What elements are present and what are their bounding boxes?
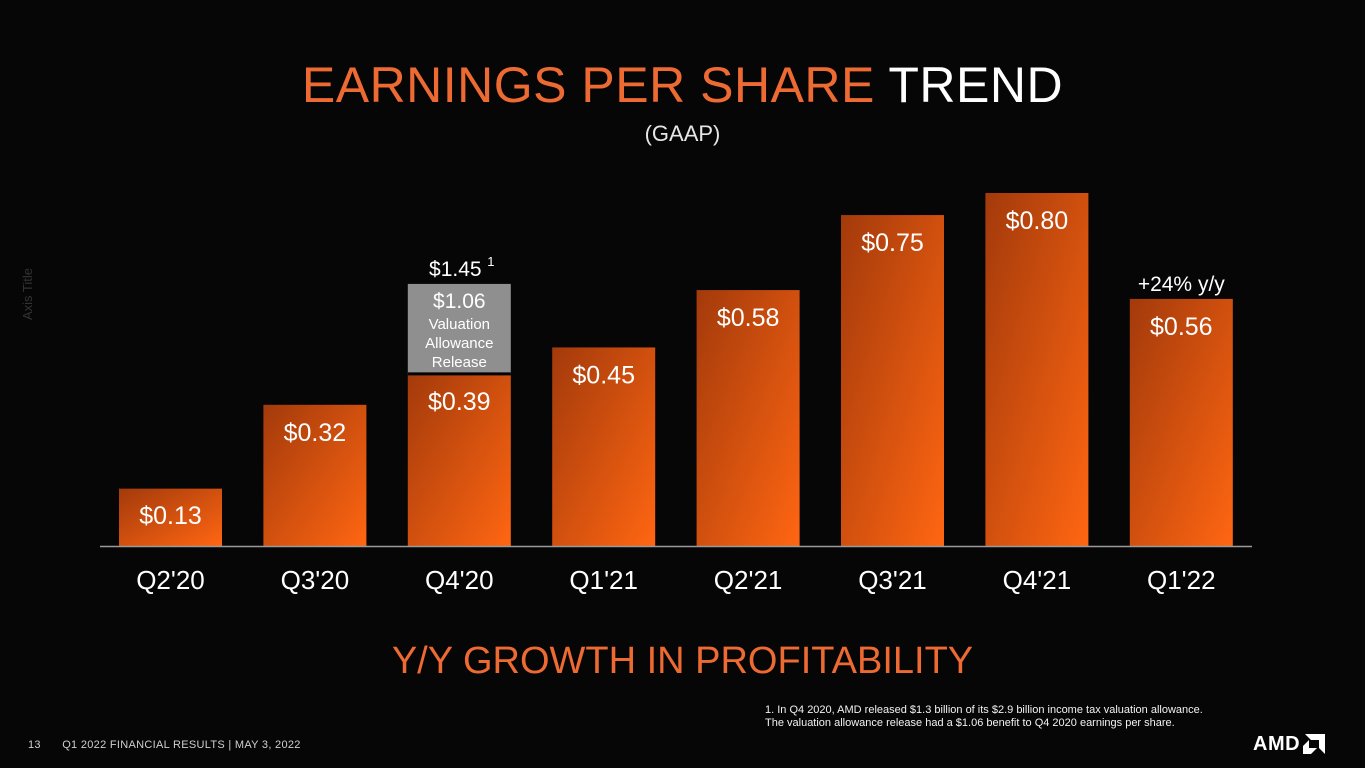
footnote-line-1: 1. In Q4 2020, AMD released $1.3 billion… bbox=[765, 704, 1203, 716]
amd-arrow-icon bbox=[1303, 734, 1326, 754]
eps-bar-chart: $0.13 Q2'20 $0.32 Q3'20 $0.39 Q4'20 $1.06 Valua… bbox=[100, 193, 1252, 595]
tick-label: Q4'21 bbox=[1003, 565, 1072, 595]
segment-note-line: Allowance bbox=[425, 335, 493, 352]
growth-annotation: +24% y/y bbox=[1138, 273, 1225, 296]
footnote: 1. In Q4 2020, AMD released $1.3 billion… bbox=[765, 704, 1203, 730]
tick-label: Q2'21 bbox=[714, 565, 783, 595]
title-accent: EARNINGS PER SHARE bbox=[301, 57, 875, 113]
slide-subtitle: (GAAP) bbox=[644, 121, 721, 146]
segment-note-line: Valuation bbox=[429, 316, 490, 333]
tagline: Y/Y GROWTH IN PROFITABILITY bbox=[391, 640, 974, 682]
bar-Q122 bbox=[1129, 298, 1233, 546]
title-white: TREND bbox=[888, 57, 1064, 113]
footer: 13 Q1 2022 FINANCIAL RESULTS | MAY 3, 20… bbox=[28, 739, 301, 751]
valuation-allowance-segment bbox=[407, 283, 511, 374]
slide-title: EARNINGS PER SHARE TREND bbox=[0, 56, 1365, 114]
tick-label: Q4'20 bbox=[425, 565, 494, 595]
total-label: $1.45 bbox=[429, 258, 482, 281]
bar-Q220 bbox=[119, 488, 222, 546]
value-label: $0.56 bbox=[1150, 313, 1213, 341]
bar-Q121 bbox=[552, 347, 656, 546]
page-number: 13 bbox=[28, 739, 41, 751]
value-label: $0.58 bbox=[717, 304, 780, 332]
value-label: $0.80 bbox=[1006, 207, 1069, 235]
footer-text: Q1 2022 FINANCIAL RESULTS | MAY 3, 2022 bbox=[62, 739, 301, 751]
tick-label: Q1'22 bbox=[1147, 565, 1216, 595]
value-label: $0.32 bbox=[284, 419, 347, 447]
segment-value-label: $1.06 bbox=[433, 290, 486, 313]
value-label: $0.13 bbox=[139, 502, 202, 530]
logo-text: AMD bbox=[1253, 732, 1301, 755]
bar-Q221 bbox=[696, 290, 800, 546]
value-label: $0.39 bbox=[428, 388, 491, 416]
value-label: $0.75 bbox=[861, 229, 924, 257]
bar-Q421 bbox=[985, 193, 1089, 546]
tick-label: Q1'21 bbox=[569, 565, 638, 595]
bar-Q420 bbox=[407, 373, 511, 546]
tick-label: Q2'20 bbox=[136, 565, 205, 595]
footnote-line-2: The valuation allowance release had a $1… bbox=[765, 717, 1175, 729]
bar-Q321 bbox=[841, 215, 944, 546]
bar-Q320 bbox=[263, 404, 367, 546]
tick-label: Q3'20 bbox=[281, 565, 350, 595]
value-label: $0.45 bbox=[572, 361, 635, 389]
tick-label: Q3'21 bbox=[858, 565, 927, 595]
amd-logo: AMD bbox=[1253, 732, 1326, 755]
segment-note-line: Release bbox=[432, 354, 487, 371]
total-footnote-marker: 1 bbox=[487, 254, 494, 269]
